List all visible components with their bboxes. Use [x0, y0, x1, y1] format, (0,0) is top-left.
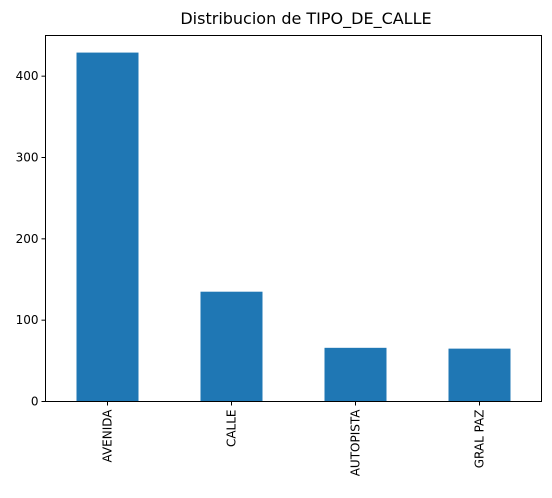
- y-tick-label: 0: [31, 395, 39, 409]
- y-tick-label: 100: [16, 313, 39, 327]
- bar-autopista: [324, 347, 387, 402]
- bars-group: [76, 52, 511, 402]
- x-tick-label: AVENIDA: [101, 409, 115, 463]
- x-tick-label: AUTOPISTA: [349, 409, 363, 477]
- x-tick-label: CALLE: [225, 410, 239, 448]
- bar-avenida: [76, 52, 139, 402]
- plot-frame: [45, 35, 542, 402]
- x-axis: AVENIDA CALLE AUTOPISTA GRAL PAZ: [101, 401, 487, 477]
- y-tick-label: 200: [16, 232, 39, 246]
- y-tick-label: 400: [16, 69, 39, 83]
- chart-title: Distribucion de TIPO_DE_CALLE: [180, 9, 431, 29]
- bar-calle: [200, 291, 263, 402]
- x-tick-label: GRAL PAZ: [473, 410, 487, 469]
- y-tick-label: 300: [16, 151, 39, 165]
- bar-gral-paz: [448, 348, 511, 402]
- y-axis: 0 100 200 300 400: [16, 69, 46, 409]
